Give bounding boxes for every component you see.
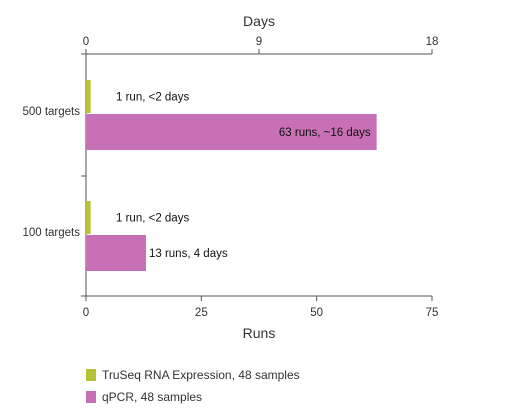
top-tick-label: 18 [426,36,439,48]
bar-data-label: 13 runs, 4 days [149,248,228,260]
bottom-tick-label: 0 [83,307,89,319]
x-axis-title-top: Days [243,13,275,29]
bar [86,201,91,234]
bottom-tick-label: 75 [426,307,439,319]
legend-item-qpcr: qPCR, 48 samples [86,386,300,408]
category-label: 500 targets [22,106,80,118]
legend-label-qpcr: qPCR, 48 samples [102,390,203,404]
legend-item-truseq: TruSeq RNA Expression, 48 samples [86,364,300,386]
legend-swatch-truseq [86,369,96,381]
legend-label-truseq: TruSeq RNA Expression, 48 samples [102,368,300,382]
x-axis-title-bottom: Runs [243,325,276,341]
bar-data-label: 1 run, <2 days [116,92,189,104]
bars-group [86,80,377,271]
bottom-tick-label: 50 [310,307,323,319]
bottom-tick-label: 25 [195,307,208,319]
bar-data-label: 1 run, <2 days [116,213,189,225]
legend: TruSeq RNA Expression, 48 samples qPCR, … [86,364,300,408]
axes-group: 0 25 50 75 Runs 0 9 18 Days [81,13,438,341]
bar [86,114,377,150]
bar-chart: 0 25 50 75 Runs 0 9 18 Days 500 targets 1 run, <2… [22,13,438,341]
bar [86,235,146,271]
top-tick-label: 0 [83,36,89,48]
category-label: 100 targets [22,227,80,239]
legend-swatch-qpcr [86,391,96,403]
bar-data-label: 63 runs, ~16 days [279,127,371,139]
bar [86,80,91,113]
top-tick-label: 9 [256,36,262,48]
labels-group: 500 targets 1 run, <2 days 63 runs, ~16 da… [22,92,370,261]
